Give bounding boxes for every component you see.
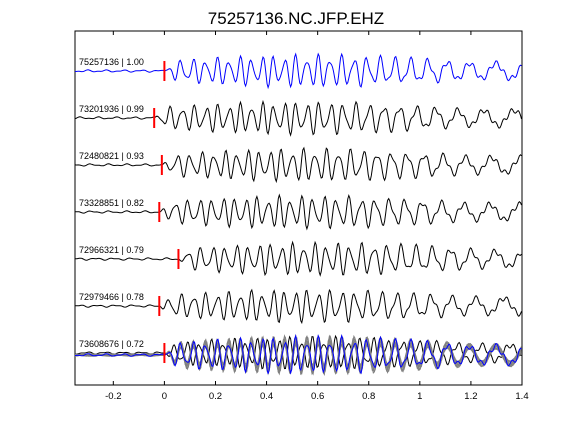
trace-label: 73201936 | 0.99 xyxy=(79,104,144,114)
trace-line xyxy=(75,288,522,325)
x-tick-label: 0.8 xyxy=(362,391,375,402)
x-tick-label: 0.4 xyxy=(260,391,273,402)
trace-label: 75257136 | 1.00 xyxy=(79,57,144,67)
x-tick-label: -0.2 xyxy=(105,391,121,402)
trace-group xyxy=(74,52,522,370)
pick-marker-group xyxy=(153,61,180,363)
trace-line xyxy=(75,240,522,277)
trace-line xyxy=(74,193,522,231)
x-tick-label: 1.4 xyxy=(515,391,528,402)
trace-label-group: 75257136 | 1.00 73201936 | 0.99 72480821 |… xyxy=(79,57,144,349)
trace-label: 72480821 | 0.93 xyxy=(79,151,144,161)
trace-line xyxy=(74,146,522,184)
x-tick-label: 1 xyxy=(417,391,422,402)
x-tick-label: 0.2 xyxy=(209,391,222,402)
plot-frame xyxy=(74,30,523,386)
trace-line xyxy=(75,52,522,90)
stack-overlay-panel xyxy=(74,333,522,376)
trace-label: 73328851 | 0.82 xyxy=(79,198,144,208)
trace-label: 72966321 | 0.79 xyxy=(79,245,144,255)
trace-label: 73608676 | 0.72 xyxy=(79,339,144,349)
x-tick-label: 0 xyxy=(162,391,167,402)
trace-label: 72979466 | 0.78 xyxy=(79,292,144,302)
x-tick-label: 1.2 xyxy=(464,391,477,402)
chart-title: 75257136.NC.JFP.EHZ xyxy=(208,9,384,28)
stacked-trace-line xyxy=(75,334,522,375)
x-axis: -0.2 0 0.2 0.4 0.6 0.8 1 1.2 1.4 xyxy=(105,31,529,402)
x-tick-label: 0.6 xyxy=(311,391,324,402)
trace-line xyxy=(74,99,522,137)
